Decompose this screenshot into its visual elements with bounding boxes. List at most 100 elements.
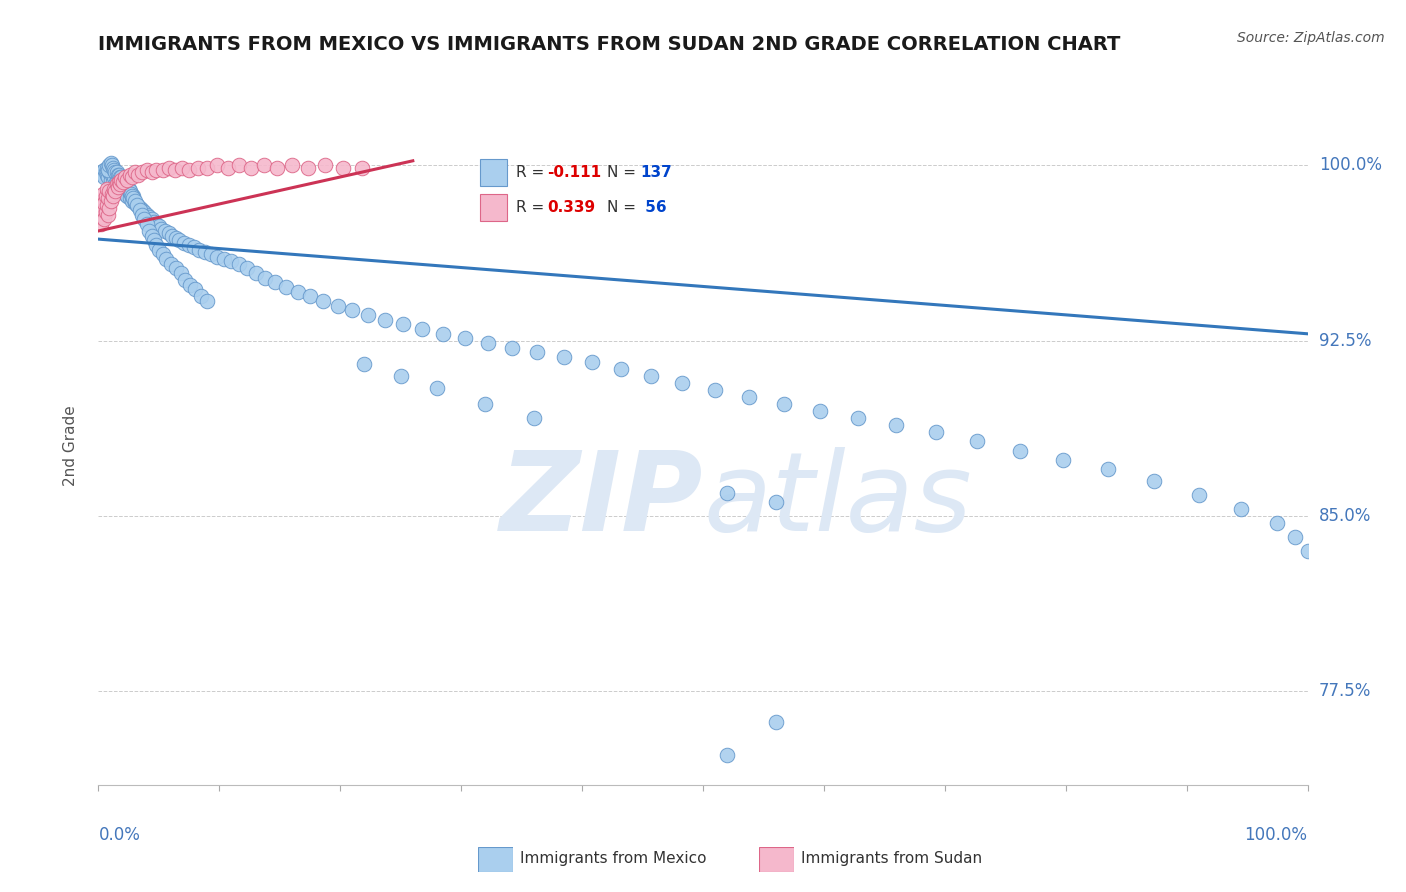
Point bbox=[101, 189, 124, 203]
Point bbox=[114, 170, 136, 185]
Point bbox=[297, 161, 319, 175]
Point bbox=[120, 186, 142, 201]
Point bbox=[114, 175, 136, 189]
Point bbox=[93, 212, 115, 227]
Point bbox=[118, 182, 141, 196]
Point bbox=[194, 244, 217, 259]
Point bbox=[96, 161, 118, 175]
Point bbox=[117, 189, 139, 203]
Point bbox=[103, 182, 125, 196]
Point bbox=[155, 252, 177, 266]
Point bbox=[205, 159, 228, 173]
Point bbox=[93, 163, 115, 178]
Point bbox=[89, 210, 111, 224]
Point bbox=[195, 161, 218, 175]
Point bbox=[716, 747, 738, 762]
Point bbox=[108, 175, 131, 189]
Point bbox=[96, 182, 118, 196]
Point bbox=[138, 224, 160, 238]
Point bbox=[108, 177, 131, 191]
Point bbox=[121, 170, 143, 185]
Text: 56: 56 bbox=[640, 200, 666, 215]
Text: -0.111: -0.111 bbox=[547, 165, 602, 179]
Point bbox=[342, 303, 364, 318]
Point bbox=[107, 179, 129, 194]
Bar bbox=[479, 194, 508, 221]
Point bbox=[127, 168, 149, 182]
Point bbox=[97, 170, 120, 185]
Point bbox=[716, 485, 738, 500]
Point bbox=[312, 294, 335, 309]
Point bbox=[281, 159, 304, 173]
Point bbox=[773, 397, 796, 411]
Point bbox=[131, 208, 153, 222]
Point bbox=[100, 194, 122, 208]
Point bbox=[1188, 488, 1211, 502]
Point bbox=[90, 201, 112, 215]
Point bbox=[1230, 502, 1253, 516]
Point bbox=[138, 210, 160, 224]
Point bbox=[112, 172, 135, 186]
Point bbox=[174, 273, 197, 287]
Point bbox=[91, 202, 114, 217]
Point bbox=[314, 159, 336, 173]
Point bbox=[148, 243, 170, 257]
Point bbox=[100, 156, 122, 170]
Point bbox=[131, 165, 153, 179]
Point bbox=[97, 208, 120, 222]
Point bbox=[163, 163, 186, 178]
Point bbox=[96, 168, 118, 182]
Point bbox=[98, 159, 121, 173]
Point bbox=[111, 175, 134, 189]
Point bbox=[112, 179, 135, 194]
Point bbox=[152, 163, 174, 178]
Point bbox=[179, 163, 201, 178]
Text: 100.0%: 100.0% bbox=[1244, 826, 1308, 844]
Bar bbox=[479, 159, 508, 186]
Point bbox=[101, 161, 124, 175]
Point bbox=[169, 233, 191, 247]
Point bbox=[145, 238, 167, 252]
Point bbox=[110, 170, 132, 185]
Point bbox=[357, 308, 380, 322]
Point bbox=[93, 170, 115, 185]
Point bbox=[117, 172, 139, 186]
Text: Immigrants from Mexico: Immigrants from Mexico bbox=[520, 851, 707, 865]
Point bbox=[477, 336, 499, 351]
Point bbox=[374, 312, 396, 326]
Point bbox=[127, 198, 149, 212]
Point bbox=[117, 179, 139, 194]
Point bbox=[581, 355, 603, 369]
Point bbox=[97, 163, 120, 178]
Point bbox=[925, 425, 948, 439]
Point bbox=[886, 417, 908, 432]
Point bbox=[105, 172, 128, 186]
Point bbox=[179, 238, 201, 252]
Point bbox=[765, 495, 787, 509]
Text: ZIP: ZIP bbox=[499, 447, 703, 554]
Point bbox=[704, 383, 727, 397]
Point bbox=[157, 161, 180, 175]
Point bbox=[94, 165, 117, 179]
Point bbox=[195, 294, 218, 309]
Point bbox=[100, 172, 122, 186]
Point bbox=[350, 161, 373, 175]
Point bbox=[205, 250, 228, 264]
Point bbox=[93, 195, 115, 210]
Point bbox=[145, 217, 167, 231]
Point bbox=[169, 266, 191, 280]
Point bbox=[187, 161, 209, 175]
Point bbox=[153, 224, 176, 238]
Point bbox=[108, 168, 131, 182]
Point bbox=[101, 175, 124, 189]
Point bbox=[98, 201, 121, 215]
Point bbox=[107, 168, 129, 182]
Point bbox=[1267, 516, 1289, 530]
Text: 0.0%: 0.0% bbox=[98, 826, 141, 844]
Point bbox=[299, 289, 322, 303]
Point bbox=[287, 285, 309, 299]
Point bbox=[1143, 474, 1166, 488]
Point bbox=[115, 177, 138, 191]
Point bbox=[165, 231, 187, 245]
Point bbox=[228, 159, 250, 173]
